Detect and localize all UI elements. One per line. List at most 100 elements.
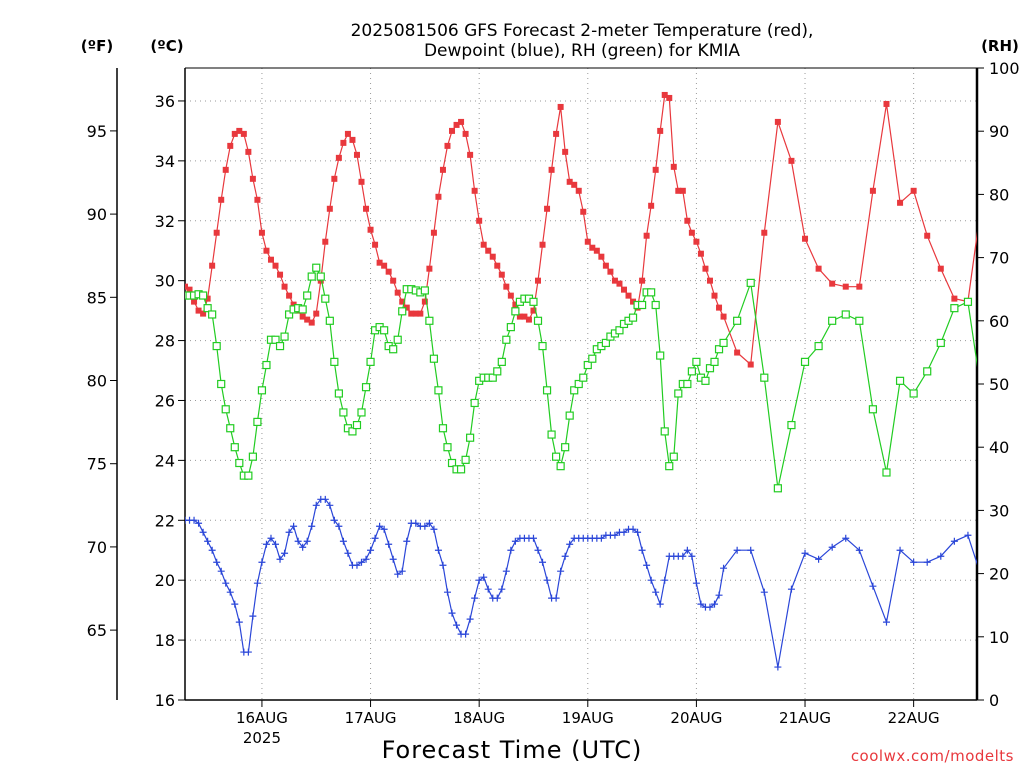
data-point bbox=[639, 277, 646, 284]
data-point bbox=[362, 555, 370, 563]
data-point bbox=[290, 301, 297, 308]
data-point bbox=[195, 307, 202, 314]
data-point bbox=[674, 389, 683, 398]
data-point bbox=[679, 187, 686, 194]
data-point bbox=[637, 300, 647, 310]
data-point bbox=[244, 648, 252, 656]
data-point bbox=[389, 345, 398, 354]
data-point bbox=[687, 367, 696, 376]
data-point bbox=[964, 531, 972, 539]
data-point bbox=[638, 546, 646, 554]
data-point bbox=[705, 364, 715, 373]
data-point bbox=[688, 552, 696, 560]
celsius-unit-label: (ºC) bbox=[150, 37, 183, 55]
data-point bbox=[593, 247, 600, 254]
grid bbox=[185, 68, 977, 700]
data-point bbox=[566, 540, 574, 548]
data-point bbox=[897, 199, 904, 206]
data-point bbox=[856, 283, 863, 290]
data-point bbox=[548, 166, 555, 173]
data-point bbox=[512, 301, 519, 308]
data-point bbox=[358, 558, 366, 566]
data-point bbox=[706, 277, 713, 284]
data-point bbox=[979, 200, 985, 206]
data-point bbox=[657, 127, 664, 134]
data-point bbox=[909, 389, 918, 398]
data-point bbox=[521, 313, 528, 320]
data-point bbox=[480, 573, 488, 581]
celsius-tick-label: 28 bbox=[155, 332, 175, 351]
data-point bbox=[429, 354, 439, 363]
data-point bbox=[553, 130, 560, 137]
data-point bbox=[321, 495, 329, 503]
celsius-tick-label: 34 bbox=[155, 152, 175, 171]
data-point bbox=[195, 519, 203, 527]
data-point bbox=[747, 546, 755, 554]
data-point bbox=[620, 528, 628, 536]
data-point bbox=[503, 283, 510, 290]
data-point bbox=[761, 229, 768, 236]
data-point bbox=[213, 558, 221, 566]
data-point bbox=[842, 534, 850, 542]
data-point bbox=[298, 305, 307, 314]
data-point bbox=[720, 313, 727, 320]
data-point bbox=[815, 265, 822, 272]
data-point bbox=[213, 229, 220, 236]
data-point bbox=[204, 537, 212, 545]
celsius-tick-label: 18 bbox=[155, 631, 175, 650]
data-point bbox=[421, 522, 429, 530]
series-1 bbox=[185, 495, 977, 671]
data-point bbox=[231, 130, 238, 137]
data-point bbox=[602, 262, 609, 269]
data-point bbox=[535, 277, 542, 284]
data-point bbox=[272, 262, 279, 269]
celsius-tick-label: 36 bbox=[155, 92, 175, 111]
data-point bbox=[702, 265, 709, 272]
data-point bbox=[376, 522, 384, 530]
series-0 bbox=[185, 91, 985, 368]
data-point bbox=[456, 465, 466, 474]
data-point bbox=[316, 272, 325, 281]
data-point bbox=[788, 157, 795, 164]
data-point bbox=[815, 555, 823, 563]
data-point bbox=[868, 405, 878, 414]
data-point bbox=[339, 537, 347, 545]
data-point bbox=[403, 537, 411, 545]
data-point bbox=[910, 187, 917, 194]
data-point bbox=[294, 537, 302, 545]
data-point bbox=[254, 196, 261, 203]
data-point bbox=[312, 263, 321, 272]
data-point bbox=[253, 417, 262, 427]
data-point bbox=[661, 91, 668, 98]
data-point bbox=[412, 310, 419, 317]
data-point bbox=[580, 208, 587, 215]
data-point bbox=[470, 398, 479, 408]
data-point bbox=[679, 552, 687, 560]
fahrenheit-tick-label: 65 bbox=[87, 621, 107, 640]
data-point bbox=[566, 178, 573, 185]
data-point bbox=[357, 408, 366, 417]
data-point bbox=[353, 561, 361, 569]
data-point bbox=[647, 576, 655, 584]
data-point bbox=[665, 462, 674, 471]
data-point bbox=[313, 310, 320, 317]
data-point bbox=[539, 241, 546, 248]
data-point bbox=[426, 265, 433, 272]
x-tick-year: 2025 bbox=[243, 729, 281, 747]
data-point bbox=[924, 232, 931, 239]
data-point bbox=[476, 217, 483, 224]
data-point bbox=[203, 304, 212, 313]
data-point bbox=[258, 558, 266, 566]
data-point bbox=[331, 175, 338, 182]
data-point bbox=[439, 561, 447, 569]
data-point bbox=[497, 357, 506, 366]
data-point bbox=[208, 310, 217, 319]
data-point bbox=[475, 576, 483, 584]
data-point bbox=[493, 367, 502, 376]
data-point bbox=[466, 433, 475, 442]
data-point bbox=[557, 103, 564, 110]
data-point bbox=[651, 300, 660, 310]
rh-tick-label: 0 bbox=[989, 691, 999, 710]
data-point bbox=[571, 181, 578, 188]
data-point bbox=[453, 621, 461, 629]
